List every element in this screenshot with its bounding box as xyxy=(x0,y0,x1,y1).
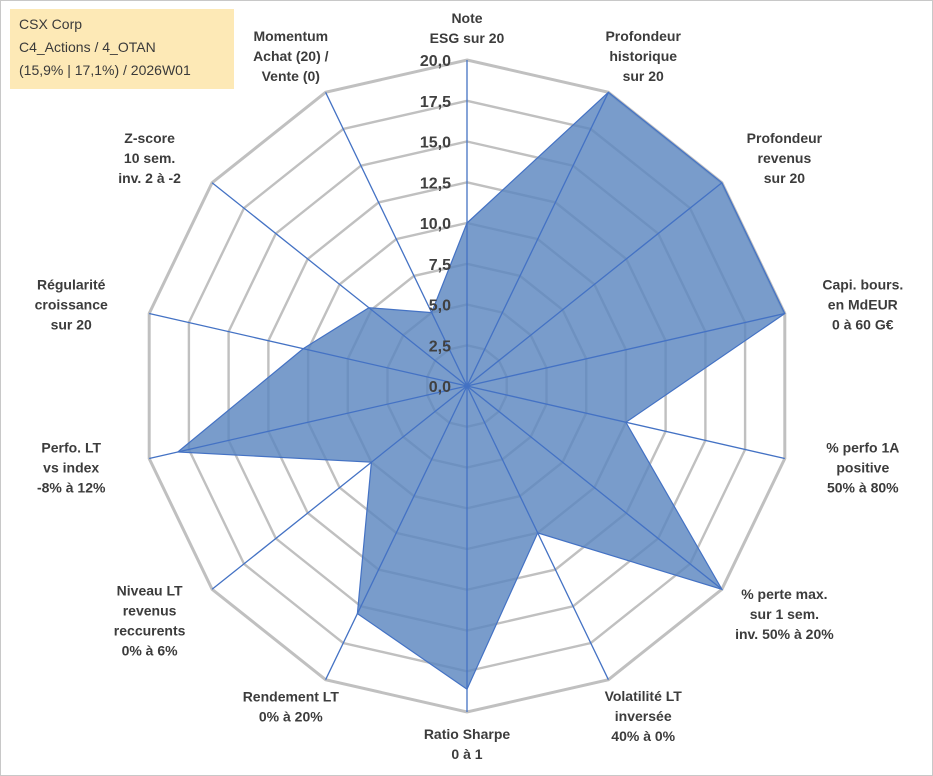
category-label: Perfo. LT vs index -8% à 12% xyxy=(37,439,106,495)
category-label: Régularité croissance sur 20 xyxy=(35,277,108,333)
tick-label: 15,0 xyxy=(420,135,451,152)
axis-spoke xyxy=(466,312,785,387)
category-label-line: Note xyxy=(451,10,482,26)
category-label-line: % perfo 1A xyxy=(826,439,899,455)
info-company: CSX Corp xyxy=(19,16,83,32)
category-label-line: revenus xyxy=(123,602,177,618)
tick-label: 12,5 xyxy=(420,175,451,192)
category-label-line: Profondeur xyxy=(605,28,681,44)
category-label-line: Z-score xyxy=(124,130,175,146)
category-label: Volatilité LT inversée 40% à 0% xyxy=(605,688,683,744)
axis-spoke xyxy=(466,385,609,680)
category-label-line: Vente (0) xyxy=(262,68,320,84)
tick-label: 7,5 xyxy=(429,257,451,274)
category-label-line: en MdEUR xyxy=(828,297,898,313)
tick-label: 10,0 xyxy=(420,216,451,233)
spokes xyxy=(149,60,785,712)
category-label-line: vs index xyxy=(43,459,99,475)
category-label: Z-score 10 sem. inv. 2 à -2 xyxy=(118,130,181,186)
category-label-line: Ratio Sharpe xyxy=(424,726,511,742)
category-label: % perte max. sur 1 sem. inv. 50% à 20% xyxy=(735,586,834,642)
series-area xyxy=(176,91,786,691)
tick-label: 5,0 xyxy=(429,298,451,315)
category-label-line: Perfo. LT xyxy=(41,439,101,455)
category-label-line: Volatilité LT xyxy=(605,688,683,704)
category-label-line: 10 sem. xyxy=(124,150,175,166)
axis-spoke xyxy=(211,385,468,590)
category-label-line: Rendement LT xyxy=(243,689,340,705)
info-box: CSX Corp C4_Actions / 4_OTAN (15,9% | 17… xyxy=(10,9,234,89)
axis-spoke xyxy=(149,385,468,460)
category-label-line: Régularité xyxy=(37,277,106,293)
category-label-line: 0 à 1 xyxy=(451,746,482,762)
category-label-line: positive xyxy=(836,459,889,475)
category-label: Capi. bours. en MdEUR 0 à 60 G€ xyxy=(822,277,903,333)
category-label-line: sur 1 sem. xyxy=(750,606,819,622)
category-label-line: Profondeur xyxy=(747,130,823,146)
category-label: Niveau LT revenus reccurents 0% à 6% xyxy=(114,582,186,658)
category-label-line: inv. 2 à -2 xyxy=(118,170,181,186)
axis-spoke xyxy=(466,92,609,387)
axis-spoke xyxy=(466,385,723,590)
category-label: Note ESG sur 20 xyxy=(430,10,505,46)
category-label-line: croissance xyxy=(35,297,108,313)
category-label-line: Achat (20) / xyxy=(253,48,329,64)
axis-spoke xyxy=(325,92,468,387)
category-label: Momentum Achat (20) / Vente (0) xyxy=(253,28,329,84)
category-label-line: 40% à 0% xyxy=(611,728,675,744)
axis-spoke xyxy=(466,182,723,387)
category-label: Rendement LT 0% à 20% xyxy=(243,689,340,725)
axis-spoke xyxy=(466,385,785,460)
tick-label: 20,0 xyxy=(420,53,451,70)
category-label-line: inv. 50% à 20% xyxy=(735,626,834,642)
category-label: % perfo 1A positive 50% à 80% xyxy=(826,439,899,495)
axis-spoke xyxy=(211,182,468,387)
tick-label: 2,5 xyxy=(429,338,451,355)
category-label-line: Capi. bours. xyxy=(822,277,903,293)
category-label-line: 0 à 60 G€ xyxy=(832,317,894,333)
tick-label: 0,0 xyxy=(429,379,451,396)
info-category: C4_Actions / 4_OTAN xyxy=(19,39,156,55)
category-label-line: Niveau LT xyxy=(117,582,183,598)
category-label-line: 0% à 20% xyxy=(259,709,323,725)
category-label-line: ESG sur 20 xyxy=(430,30,505,46)
category-label-line: -8% à 12% xyxy=(37,479,106,495)
tick-label: 17,5 xyxy=(420,94,451,111)
axis-spoke xyxy=(149,312,468,387)
axis-spoke xyxy=(325,385,468,680)
category-label: Profondeur revenus sur 20 xyxy=(747,130,823,186)
category-label-line: inversée xyxy=(615,708,672,724)
category-label-line: sur 20 xyxy=(51,317,92,333)
category-label-line: 0% à 6% xyxy=(122,642,179,658)
category-label-line: sur 20 xyxy=(764,170,805,186)
category-label-line: sur 20 xyxy=(623,68,664,84)
category-label-line: reccurents xyxy=(114,622,186,638)
category-label: Profondeur historique sur 20 xyxy=(605,28,681,84)
category-label-line: % perte max. xyxy=(741,586,827,602)
info-period: (15,9% | 17,1%) / 2026W01 xyxy=(19,62,191,78)
category-label-line: historique xyxy=(609,48,677,64)
category-label-line: revenus xyxy=(758,150,812,166)
category-label: Ratio Sharpe 0 à 1 xyxy=(424,726,511,762)
category-label-line: 50% à 80% xyxy=(827,479,899,495)
category-label-line: Momentum xyxy=(253,28,328,44)
